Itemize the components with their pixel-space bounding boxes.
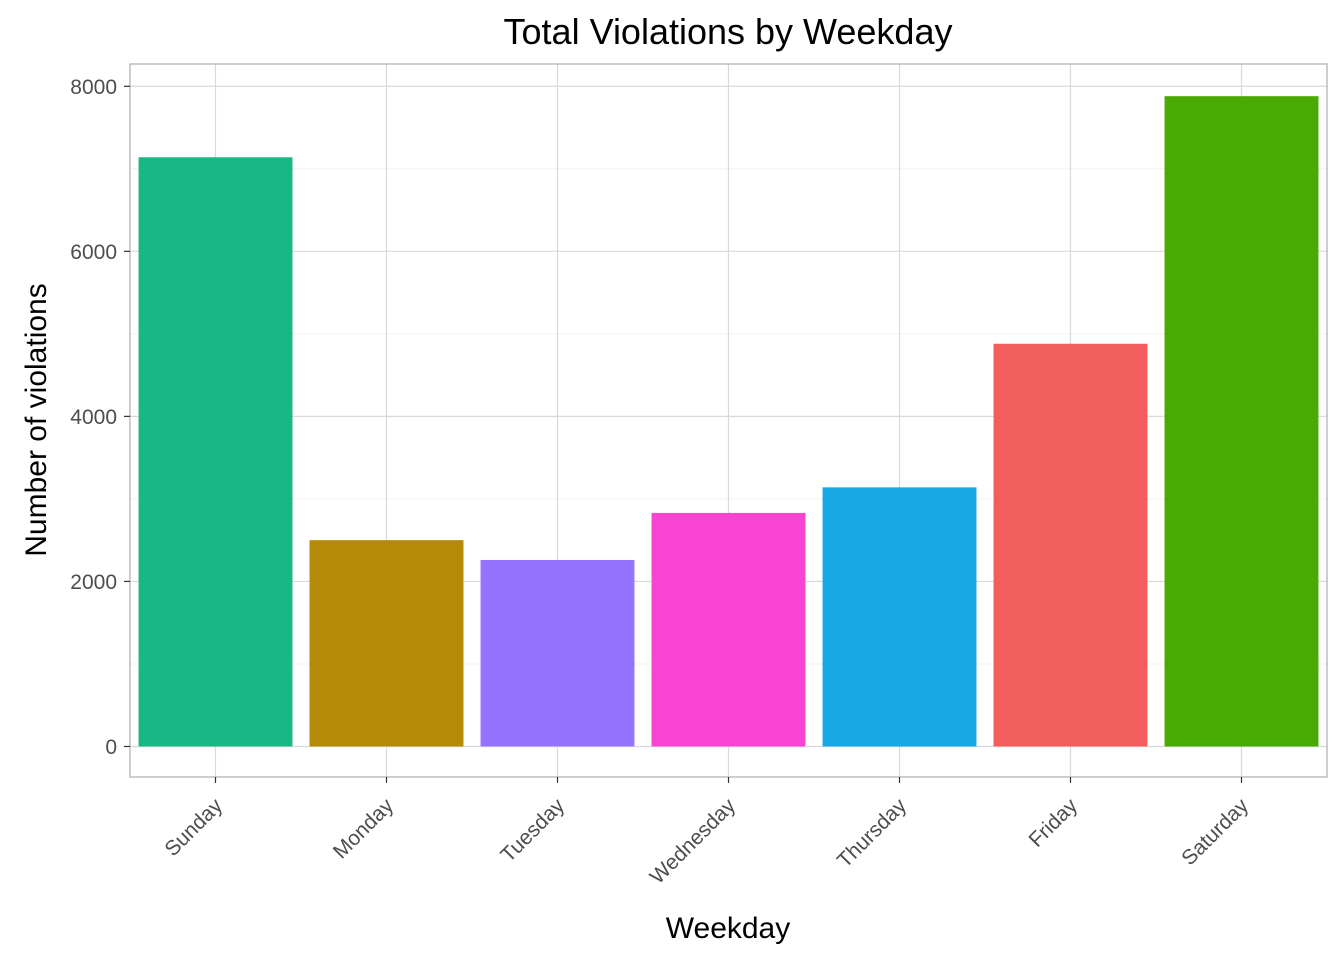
x-axis-title: Weekday — [666, 912, 791, 945]
bar-friday — [993, 343, 1148, 747]
bar-sunday — [138, 157, 293, 747]
bar-monday — [309, 540, 464, 747]
bar-wednesday — [651, 512, 806, 747]
y-tick-label: 0 — [105, 736, 117, 759]
bars-group — [138, 96, 1319, 747]
bar-tuesday — [480, 559, 635, 747]
y-tick-label: 2000 — [70, 571, 117, 594]
bar-thursday — [822, 487, 977, 747]
chart-title: Total Violations by Weekday — [504, 11, 953, 52]
y-tick-label: 6000 — [70, 241, 117, 264]
y-tick-label: 8000 — [70, 76, 117, 99]
bar-saturday — [1164, 96, 1319, 747]
y-axis: 0 2000 4000 6000 8000 — [70, 76, 130, 759]
y-tick-label: 4000 — [70, 406, 117, 429]
y-axis-title: Number of violations — [20, 283, 53, 556]
